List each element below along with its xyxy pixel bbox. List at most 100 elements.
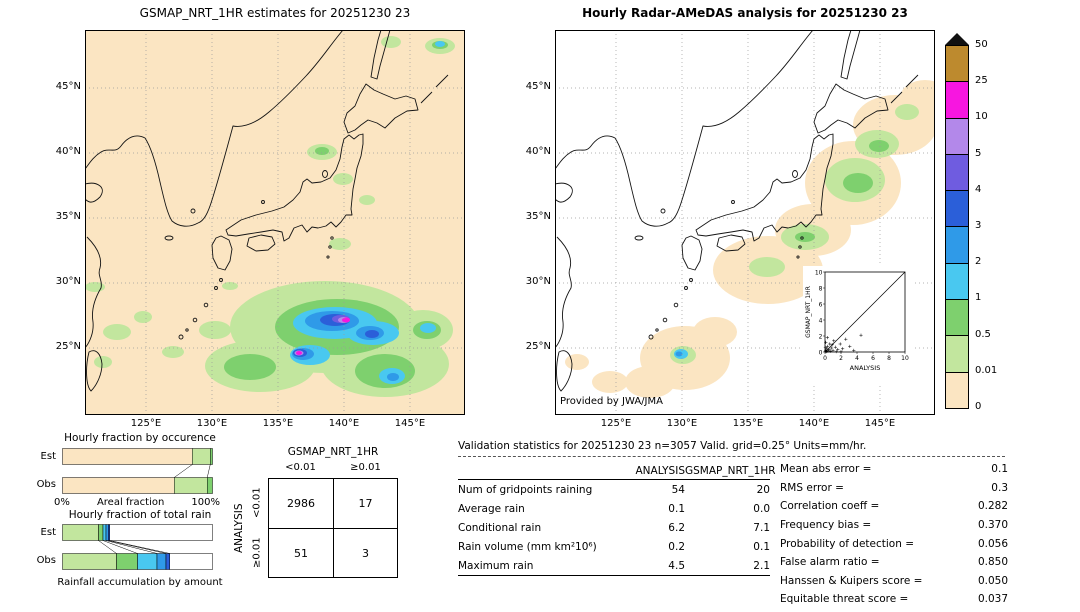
scatter-point: [859, 333, 863, 337]
colorbar-segment: [946, 372, 968, 408]
contingency-table: 2986 17 51 3: [268, 478, 398, 578]
est-label: Est: [40, 451, 56, 462]
contingency-col-label: ≥0.01: [350, 462, 381, 473]
scatter-point: [833, 345, 837, 349]
colorbar-label: 5: [975, 147, 982, 159]
metric-row: False alarm ratio = 0.850: [780, 556, 1008, 569]
left-map-rain-shading: [85, 36, 455, 397]
lat-tick-label: 30°N: [525, 276, 551, 287]
colorbar-label: 10: [975, 111, 988, 123]
metric-row: Probability of detection = 0.056: [780, 537, 1008, 550]
colorbar-segment: [946, 300, 968, 337]
colorbar-segment: [946, 154, 968, 192]
right-map-title: Hourly Radar-AMeDAS analysis for 2025123…: [582, 6, 908, 20]
inset-ylabel: GSMAP_NRT_1HR: [805, 286, 812, 338]
scatter-point: [823, 345, 827, 349]
inset-ytick: 2: [819, 334, 823, 341]
table-row: Rain volume (mm km²10⁶) 0.2 0.1: [458, 540, 770, 553]
lat-tick-label: 45°N: [525, 81, 551, 92]
table-row: Conditional rain 6.2 7.1: [458, 521, 770, 534]
inset-scatter-points: [823, 333, 863, 354]
contingency-row-label: ≥0.01: [251, 537, 263, 569]
totalrain-bars: [62, 524, 213, 570]
obs-label: Obs: [36, 479, 56, 490]
colorbar-overflow-arrow: [945, 33, 969, 45]
inset-xtick: 6: [871, 355, 875, 362]
totalrain-caption: Rainfall accumulation by amount: [57, 577, 223, 588]
left-map: 45°N 40°N 35°N 30°N 25°N 125°E 130°E 135…: [56, 30, 465, 429]
scatter-point: [844, 337, 848, 341]
lon-tick-label: 145°E: [394, 418, 426, 429]
colorbar-segment: [946, 336, 968, 373]
metric-row: Hanssen & Kuipers score = 0.050: [780, 574, 1008, 587]
colorbar-label: 2: [975, 256, 982, 268]
right-map: 45°N 40°N 35°N 30°N 25°N 125°E 130°E 135…: [526, 30, 935, 429]
obs-label: Obs: [36, 555, 56, 566]
lon-tick-label: 145°E: [864, 418, 896, 429]
scatter-point: [839, 350, 843, 354]
inset-xtick: 4: [855, 355, 859, 362]
scatter-point: [838, 342, 842, 346]
axis-title: Areal fraction: [96, 497, 165, 508]
lat-tick-label: 35°N: [55, 211, 81, 222]
scatter-point: [830, 343, 834, 347]
credit-text: Provided by JWA/JMA: [560, 396, 663, 407]
lat-tick-label: 40°N: [55, 146, 81, 157]
totalrain-chart-title: Hourly fraction of total rain: [68, 509, 212, 521]
colorbar-label: 0.5: [975, 328, 991, 340]
colorbar-label: 0.01: [975, 364, 998, 376]
validation-table: ANALYSIS GSMAP_NRT_1HR Num of gridpoints…: [458, 462, 776, 576]
scatter-point: [828, 342, 832, 346]
contingency-row-label: <0.01: [251, 487, 263, 519]
contingency-cell: 2986: [287, 497, 315, 510]
colorbar-bar: [945, 45, 969, 409]
inset-xtick: 0: [823, 355, 827, 362]
validation-metrics: Mean abs error = 0.1 RMS error = 0.3 Corre…: [780, 460, 1008, 609]
occurrence-chart-title: Hourly fraction by occurence: [64, 432, 216, 444]
inset-scatter: 0 2 4 6 8 10 0 2 4 6 8 10 GSMAP_NRT_1HR …: [803, 266, 915, 384]
inset-ytick: 8: [819, 286, 823, 293]
metric-row: Correlation coeff = 0.282: [780, 500, 1008, 513]
lon-tick-label: 125°E: [600, 418, 632, 429]
lon-tick-label: 140°E: [798, 418, 830, 429]
contingency-cell: 17: [333, 479, 397, 528]
inset-ytick: 10: [815, 270, 823, 277]
scatter-point: [824, 350, 828, 354]
left-map-canvas: [85, 30, 465, 415]
scatter-point: [834, 350, 838, 354]
table-row: Num of gridpoints raining 54 20: [458, 483, 770, 496]
scatter-point: [852, 348, 856, 352]
lat-tick-label: 25°N: [525, 341, 551, 352]
metric-row: RMS error = 0.3: [780, 481, 1008, 494]
axis-min-label: 0%: [54, 497, 70, 508]
colorbar-labels: 50 25 10 5 4 3 2 1 0.5 0.01 0: [975, 39, 1015, 412]
scatter-point: [841, 347, 845, 351]
divider: [458, 456, 1005, 457]
contingency-col-group-label: GSMAP_NRT_1HR: [287, 446, 379, 458]
inset-xlabel: ANALYSIS: [850, 364, 881, 372]
left-map-title: GSMAP_NRT_1HR estimates for 20251230 23: [139, 6, 411, 20]
lat-tick-label: 45°N: [55, 81, 81, 92]
col-header-analysis: ANALYSIS: [635, 464, 685, 477]
inset-xtick: 10: [901, 355, 909, 362]
contingency-cell: 3: [333, 528, 397, 577]
right-map-canvas: [555, 30, 935, 415]
scatter-point: [836, 348, 840, 352]
est-label: Est: [40, 527, 56, 538]
colorbar-label: 4: [975, 183, 982, 195]
scatter-point: [829, 349, 833, 353]
scatter-point: [825, 336, 829, 340]
metric-row: Frequency bias = 0.370: [780, 519, 1008, 532]
inset-ytick: 6: [819, 302, 823, 309]
lon-tick-label: 130°E: [196, 418, 228, 429]
contingency-col-label: <0.01: [285, 462, 316, 473]
table-row: Average rain 0.1 0.0: [458, 502, 770, 515]
metric-row: Mean abs error = 0.1: [780, 463, 1008, 476]
colorbar-label: 0: [975, 401, 982, 412]
scatter-point: [829, 346, 833, 350]
colorbar-label: 25: [975, 75, 988, 87]
validation-title: Validation statistics for 20251230 23 n=…: [458, 440, 867, 452]
colorbar-segment: [946, 191, 968, 228]
colorbar-label: 3: [975, 220, 982, 231]
